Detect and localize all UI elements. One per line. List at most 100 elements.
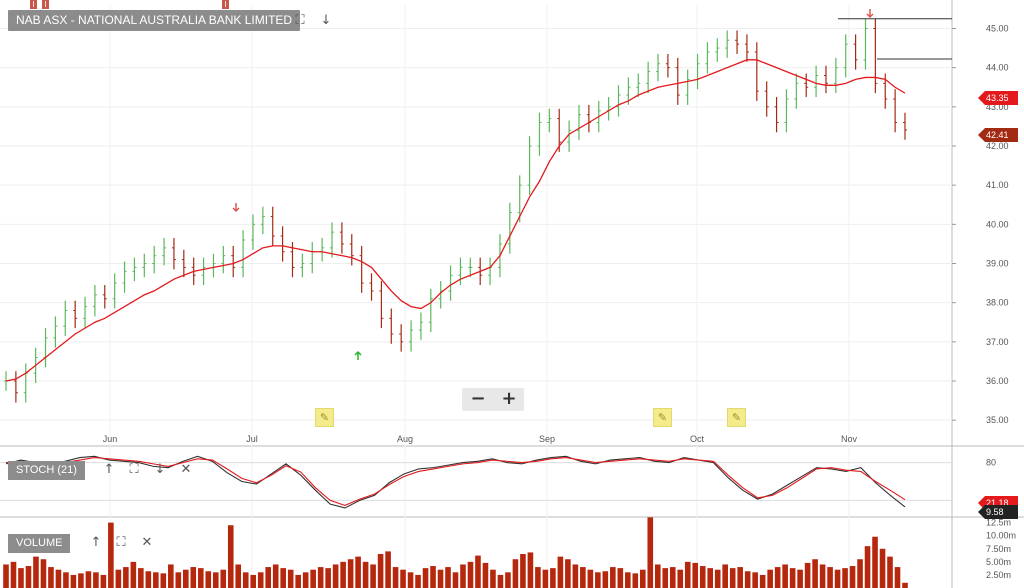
volume-bar — [804, 562, 811, 588]
volume-bar — [572, 564, 579, 588]
volume-bar — [212, 572, 219, 588]
volume-y-tick-label: 2.50m — [986, 570, 1011, 580]
zoom-out-button[interactable]: − — [470, 388, 486, 409]
close-icon[interactable]: ✕ — [141, 535, 153, 550]
volume-bar — [138, 568, 144, 588]
price-tag-ma: 43.35 — [978, 91, 1018, 105]
tab-marker-3[interactable]: I — [222, 0, 229, 9]
arrow-up-icon[interactable]: ↑ — [103, 462, 115, 477]
volume-bar — [18, 568, 24, 588]
volume-bar — [902, 582, 908, 588]
volume-bar — [759, 574, 766, 588]
expand-icon[interactable]: ⛶ — [295, 13, 305, 28]
sell-signal-icon — [232, 203, 240, 213]
close-icon[interactable]: ✕ — [180, 462, 192, 477]
expand-icon[interactable]: ⛶ — [129, 462, 139, 477]
volume-bar — [692, 562, 699, 588]
expand-icon[interactable]: ⛶ — [116, 535, 126, 550]
stoch-tag-k: 9.58 — [978, 505, 1018, 519]
volume-bar — [729, 568, 736, 588]
y-tick-label: 40.00 — [986, 219, 1009, 229]
volume-bar — [535, 567, 541, 588]
volume-bar — [400, 569, 406, 588]
volume-bar — [130, 561, 137, 588]
arrow-up-icon[interactable]: ↑ — [90, 535, 102, 550]
volume-bar — [527, 552, 534, 588]
volume-bar — [767, 569, 773, 588]
volume-bar — [430, 566, 436, 588]
stoch-k-line — [5, 455, 906, 509]
volume-bar — [722, 564, 728, 588]
volume-bar — [370, 564, 376, 588]
volume-y-tick-label: 5.00m — [986, 557, 1011, 567]
volume-bar — [647, 517, 654, 588]
volume-bar — [744, 571, 751, 588]
volume-bar — [520, 554, 526, 588]
volume-bar — [460, 564, 466, 588]
y-tick-label: 42.00 — [986, 141, 1009, 151]
y-tick-label: 41.00 — [986, 180, 1009, 190]
volume-bar — [153, 572, 159, 588]
volume-bar — [250, 574, 257, 588]
volume-bar — [242, 572, 249, 588]
volume-bar — [310, 569, 316, 588]
y-tick-label: 44.00 — [986, 63, 1009, 73]
sell-signal-icon — [866, 9, 874, 19]
volume-bar — [737, 567, 743, 588]
volume-bar — [115, 569, 122, 588]
stoch-y-tick-label: 80 — [986, 458, 996, 468]
volume-bar — [707, 568, 714, 588]
y-tick-label: 37.00 — [986, 337, 1009, 347]
annotation-pencil-icon[interactable]: ✎ — [315, 408, 334, 427]
volume-bar — [872, 536, 878, 588]
volume-bar — [78, 573, 84, 588]
volume-bar — [257, 572, 264, 588]
volume-bar — [70, 574, 77, 588]
volume-bar — [355, 556, 361, 588]
x-tick-label: Jul — [246, 434, 258, 444]
annotation-pencil-icon[interactable]: ✎ — [727, 408, 746, 427]
volume-bar — [595, 572, 601, 588]
volume-bar — [205, 571, 212, 588]
y-tick-label: 38.00 — [986, 298, 1009, 308]
volume-panel-label: VOLUME — [8, 534, 71, 553]
price-tag-last: 42.41 — [978, 128, 1018, 142]
volume-bar — [302, 572, 309, 588]
volume-bar — [602, 571, 609, 588]
volume-bar — [168, 564, 174, 588]
volume-bar — [699, 566, 706, 588]
volume-bar — [490, 569, 496, 588]
volume-bar — [25, 566, 32, 588]
volume-bar — [197, 568, 204, 588]
stoch-panel-label: STOCH (21) — [8, 461, 85, 480]
volume-bar — [272, 564, 279, 588]
volume-bar — [684, 561, 691, 588]
volume-bar — [819, 564, 826, 588]
volume-bar — [482, 562, 489, 588]
volume-bar — [10, 561, 17, 588]
volume-bar — [505, 572, 511, 588]
volume-bar — [782, 564, 788, 588]
volume-bar — [542, 569, 549, 588]
volume-bar — [55, 569, 62, 588]
stoch-d-line — [5, 457, 906, 507]
volume-bar — [842, 568, 848, 588]
volume-bar — [33, 556, 39, 588]
volume-bar — [287, 569, 294, 588]
annotation-pencil-icon[interactable]: ✎ — [653, 408, 672, 427]
volume-bar — [654, 564, 661, 588]
volume-bar — [347, 559, 354, 588]
volume-bar — [887, 556, 893, 588]
arrow-down-icon[interactable]: ↓ — [154, 462, 166, 477]
volume-bar — [85, 571, 92, 588]
volume-bar — [550, 568, 556, 588]
zoom-control: − + — [462, 388, 524, 411]
volume-bar — [565, 559, 571, 588]
arrow-down-icon[interactable]: ↓ — [320, 13, 332, 28]
volume-bar — [580, 567, 586, 588]
volume-bar — [407, 572, 414, 588]
zoom-in-button[interactable]: + — [501, 388, 517, 409]
tab-marker-1[interactable]: I — [30, 0, 37, 9]
tab-marker-2[interactable]: I — [42, 0, 49, 9]
